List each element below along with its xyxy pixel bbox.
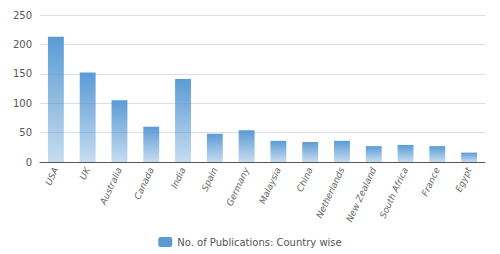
- svg-text:Netherlands: Netherlands: [314, 166, 346, 220]
- svg-text:Malaysia: Malaysia: [257, 166, 283, 206]
- svg-text:New Zealand: New Zealand: [344, 166, 378, 224]
- svg-text:100: 100: [13, 98, 32, 109]
- svg-text:Australia: Australia: [98, 166, 124, 207]
- svg-text:Spain: Spain: [200, 166, 220, 193]
- svg-text:France: France: [420, 165, 442, 197]
- svg-text:Germany: Germany: [225, 165, 252, 207]
- svg-text:UK: UK: [78, 165, 93, 182]
- svg-text:India: India: [169, 166, 187, 190]
- svg-text:0: 0: [26, 157, 32, 168]
- svg-text:China: China: [295, 166, 315, 193]
- svg-text:Canada: Canada: [132, 166, 156, 201]
- svg-text:250: 250: [13, 10, 32, 21]
- svg-text:50: 50: [19, 127, 32, 138]
- svg-text:Egypt: Egypt: [454, 165, 474, 193]
- svg-text:USA: USA: [44, 166, 61, 187]
- svg-text:150: 150: [13, 68, 32, 79]
- svg-text:South Africa: South Africa: [378, 166, 410, 220]
- svg-text:200: 200: [13, 39, 32, 50]
- svg-text:No. of Publications: Country w: No. of Publications: Country wise: [177, 237, 341, 248]
